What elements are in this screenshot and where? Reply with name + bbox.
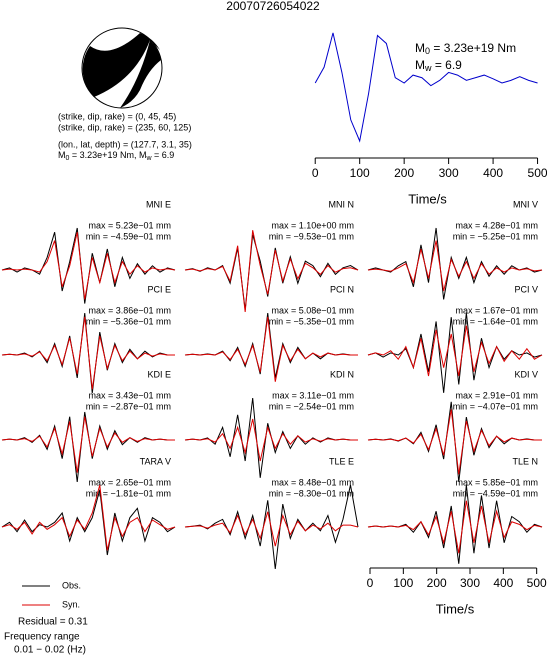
waveform — [314, 32, 538, 143]
panel-annotation: max = 1.10e+00 mm — [271, 220, 354, 230]
panel-title: MNI V — [513, 199, 538, 209]
waveform — [1, 232, 176, 300]
panel-annotation: min = −2.87e−01 mm — [86, 401, 171, 411]
x-tick-label: 400 — [483, 166, 503, 180]
panel-annotation: min = −5.36e−01 mm — [86, 316, 171, 326]
moment-label: M0 = 3.23e+19 Nm — [415, 41, 516, 56]
panel-annotation: max = 2.91e−01 mm — [455, 390, 538, 400]
panel-title: TARA V — [140, 456, 171, 466]
panel-annotation: min = −1.64e−01 mm — [453, 316, 538, 326]
x-tick-label: 500 — [527, 576, 547, 590]
waveform — [367, 500, 543, 554]
panel-annotation: min = −4.59e−01 mm — [86, 231, 171, 241]
panel-title: MNI E — [146, 199, 171, 209]
waveform — [1, 489, 176, 556]
panel-annotation: max = 5.23e−01 mm — [88, 220, 171, 230]
panel-annotation: max = 4.28e−01 mm — [455, 220, 538, 230]
panel-annotation: max = 2.65e−01 mm — [88, 477, 171, 487]
waveform — [184, 230, 359, 313]
panel-annotation: min = −9.53e−01 mm — [269, 231, 354, 241]
panel-annotation: max = 1.67e−01 mm — [455, 305, 538, 315]
panel-annotation: max = 3.43e−01 mm — [88, 390, 171, 400]
x-tick-label: 0 — [312, 166, 319, 180]
panel-title: TLE E — [329, 456, 354, 466]
panel-annotation: min = −4.07e−01 mm — [453, 401, 538, 411]
x-tick-label: 500 — [528, 166, 547, 180]
panel-annotation: max = 3.86e−01 mm — [88, 305, 171, 315]
waveform — [184, 484, 359, 570]
panel-annotation: max = 8.48e−01 mm — [271, 477, 354, 487]
x-tick-label: 200 — [394, 166, 414, 180]
panel-title: TLE N — [512, 456, 538, 466]
panel-annotation: min = −5.35e−01 mm — [269, 316, 354, 326]
legend-label: Syn. — [62, 599, 80, 609]
waveform — [367, 240, 543, 292]
waveform — [184, 418, 358, 462]
x-tick-label: 300 — [460, 576, 480, 590]
mechanism-line: (strike, dip, rake) = (235, 60, 125) — [58, 122, 191, 132]
panel-title: PCI N — [330, 284, 354, 294]
mechanism-line: (lon., lat, depth) = (127.7, 3.1, 35) — [58, 139, 192, 149]
x-tick-label: 400 — [493, 576, 513, 590]
x-axis-label: Time/s — [436, 601, 475, 616]
moment-line: M0 = 3.23e+19 Nm, Mw = 6.9 — [58, 150, 174, 161]
waveform — [1, 316, 175, 390]
waveform — [184, 511, 359, 547]
waveform — [1, 484, 176, 551]
mechanism-line: (strike, dip, rake) = (0, 45, 45) — [58, 111, 176, 121]
x-axis-label: Time/s — [408, 191, 447, 206]
residual: Residual = 0.31 — [18, 617, 88, 628]
panel-annotation: min = −8.30e−01 mm — [269, 488, 354, 498]
panel-title: KDI V — [514, 369, 538, 379]
panel-annotation: max = 5.08e−01 mm — [271, 305, 354, 315]
waveform — [184, 316, 358, 382]
x-tick-label: 100 — [350, 166, 370, 180]
x-tick-label: 0 — [367, 576, 374, 590]
panel-annotation: min = −5.25e−01 mm — [453, 231, 538, 241]
panel-annotation: min = −4.59e−01 mm — [453, 488, 538, 498]
magnitude-label: Mw = 6.9 — [415, 58, 462, 73]
waveform — [367, 325, 543, 377]
panel-annotation: max = 5.85e−01 mm — [455, 477, 538, 487]
waveform — [1, 416, 175, 473]
x-tick-label: 200 — [427, 576, 447, 590]
frequency-value: 0.01 − 0.02 (Hz) — [14, 645, 86, 655]
x-tick-label: 300 — [439, 166, 459, 180]
panel-annotation: min = −2.54e−01 mm — [269, 401, 354, 411]
panel-title: PCI V — [514, 284, 538, 294]
panel-title: PCI E — [147, 284, 171, 294]
panel-title: KDI E — [147, 369, 171, 379]
frequency-label: Frequency range — [4, 632, 80, 643]
panel-title: MNI N — [329, 199, 355, 209]
legend-label: Obs. — [62, 580, 81, 590]
panel-annotation: max = 3.11e−01 mm — [272, 390, 354, 400]
beach-ball — [81, 27, 163, 109]
panel-annotation: min = −1.81e−01 mm — [86, 488, 171, 498]
x-tick-label: 100 — [393, 576, 413, 590]
figure-title: 20070726054022 — [226, 0, 320, 13]
panel-title: KDI N — [330, 369, 354, 379]
waveform — [367, 409, 542, 475]
waveform — [1, 411, 175, 483]
